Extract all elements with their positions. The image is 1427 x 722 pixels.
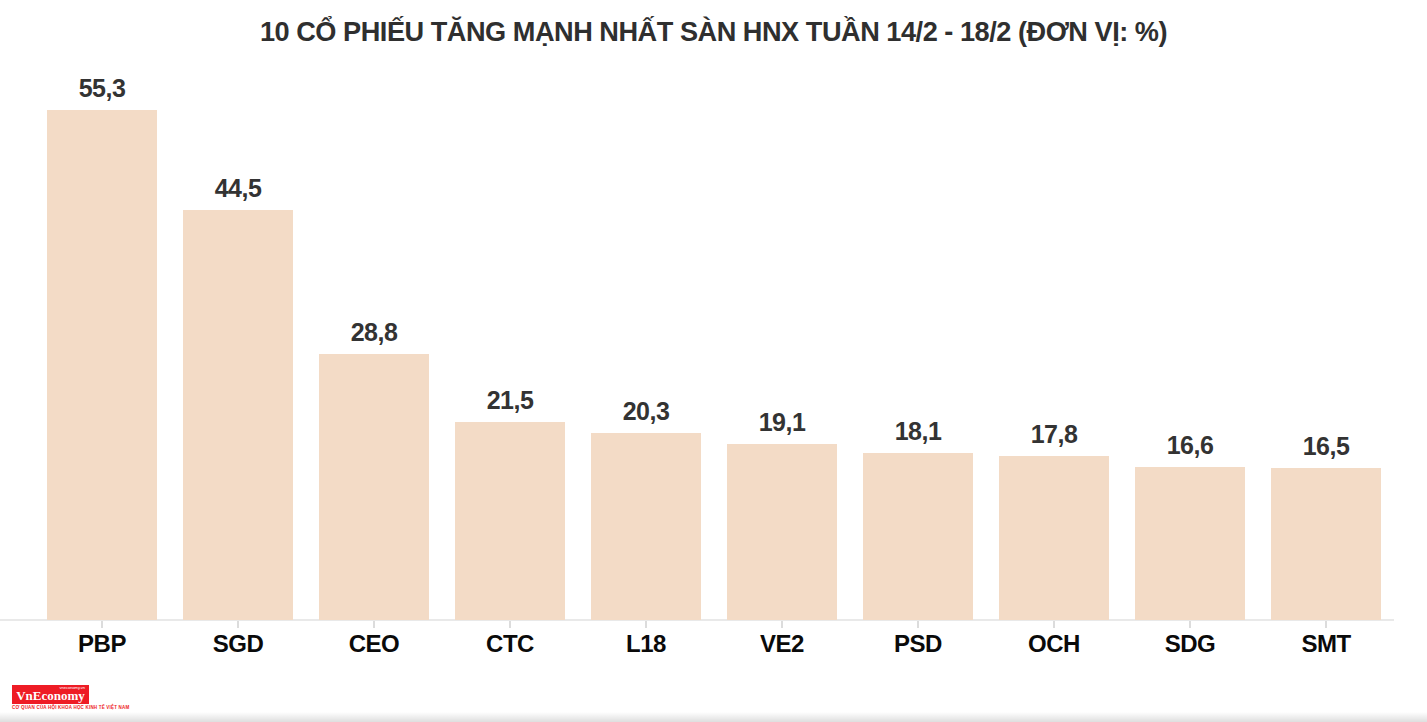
bar-pbp [47,110,157,620]
axis-tick [373,621,375,628]
logo-wordmark: VnEconomy [12,689,89,703]
value-label-l18: 20,3 [578,397,714,426]
category-label-smt: SMT [1258,630,1394,658]
category-label-psd: PSD [850,630,986,658]
bar-sdg [1135,467,1245,620]
value-label-sdg: 16,6 [1122,431,1258,460]
bar-l18 [591,433,701,620]
value-label-ctc: 21,5 [442,386,578,415]
axis-tick [1325,621,1327,628]
category-label-ceo: CEO [306,630,442,658]
value-label-psd: 18,1 [850,417,986,446]
bar-chart: 55,3 PBP 44,5 SGD 28,8 CEO 21,5 CTC 20,3 L18 19,1 V… [0,0,1427,722]
category-label-pbp: PBP [34,630,170,658]
value-label-ceo: 28,8 [306,318,442,347]
bar-psd [863,453,973,620]
bar-och [999,456,1109,620]
axis-tick [781,621,783,628]
value-label-sgd: 44,5 [170,174,306,203]
category-label-och: OCH [986,630,1122,658]
bar-sgd [183,210,293,620]
vneconomy-logo-box: vneconomy.vn VnEconomy [12,685,89,704]
category-label-ve2: VE2 [714,630,850,658]
axis-tick [1189,621,1191,628]
value-label-smt: 16,5 [1258,432,1394,461]
vneconomy-logo: vneconomy.vn VnEconomy CƠ QUAN CỦA HỘI K… [12,685,252,711]
logo-tagline: CƠ QUAN CỦA HỘI KHOA HỌC KINH TẾ VIỆT NA… [12,705,252,711]
bar-smt [1271,468,1381,620]
category-label-l18: L18 [578,630,714,658]
axis-tick [917,621,919,628]
axis-tick [1053,621,1055,628]
axis-tick [509,621,511,628]
category-label-ctc: CTC [442,630,578,658]
value-label-ve2: 19,1 [714,408,850,437]
value-label-och: 17,8 [986,420,1122,449]
axis-tick [645,621,647,628]
axis-tick [101,621,103,628]
value-label-pbp: 55,3 [34,74,170,103]
infographic-canvas: 10 CỔ PHIẾU TĂNG MẠNH NHẤT SÀN HNX TUẦN … [0,0,1427,722]
bar-ve2 [727,444,837,620]
bar-ceo [319,354,429,620]
axis-tick [237,621,239,628]
category-label-sgd: SGD [170,630,306,658]
bar-ctc [455,422,565,620]
category-label-sdg: SDG [1122,630,1258,658]
bottom-shade [0,712,1427,722]
